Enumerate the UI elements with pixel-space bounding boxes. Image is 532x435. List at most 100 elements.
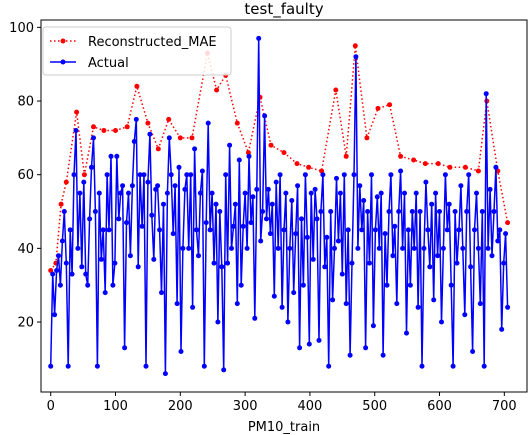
data-point-1-136 bbox=[312, 186, 318, 192]
data-point-1-199 bbox=[435, 253, 441, 259]
data-point-0-31 bbox=[375, 105, 381, 111]
data-point-1-0 bbox=[48, 363, 54, 369]
data-point-1-134 bbox=[308, 190, 314, 196]
data-point-1-72 bbox=[188, 172, 194, 178]
data-point-1-231 bbox=[497, 227, 503, 233]
data-point-1-209 bbox=[454, 260, 460, 266]
data-point-1-62 bbox=[168, 172, 174, 178]
series-0 bbox=[48, 43, 511, 273]
data-point-1-82 bbox=[207, 227, 213, 233]
data-point-1-229 bbox=[493, 164, 499, 170]
data-point-1-2 bbox=[52, 312, 58, 318]
data-point-1-188 bbox=[413, 190, 419, 196]
data-point-1-193 bbox=[423, 179, 429, 185]
data-point-1-148 bbox=[335, 238, 341, 244]
data-point-1-200 bbox=[437, 209, 442, 214]
data-point-0-42 bbox=[505, 220, 511, 226]
data-point-1-214 bbox=[464, 209, 470, 214]
data-point-1-15 bbox=[77, 190, 83, 196]
data-point-1-226 bbox=[487, 186, 493, 192]
chart-title: test_faulty bbox=[244, 0, 323, 19]
data-point-1-33 bbox=[112, 260, 118, 266]
data-point-0-30 bbox=[364, 135, 370, 141]
data-point-1-185 bbox=[407, 282, 413, 288]
data-point-1-170 bbox=[378, 190, 384, 196]
data-point-0-15 bbox=[189, 135, 195, 141]
data-point-0-6 bbox=[91, 124, 96, 130]
data-point-1-47 bbox=[139, 223, 145, 229]
data-point-1-121 bbox=[283, 190, 289, 196]
data-point-1-163 bbox=[365, 209, 371, 214]
data-point-1-20 bbox=[87, 216, 93, 222]
data-point-0-32 bbox=[387, 102, 393, 108]
data-point-1-142 bbox=[324, 234, 330, 240]
data-point-1-114 bbox=[269, 201, 275, 207]
data-point-1-192 bbox=[421, 245, 427, 251]
legend-marker-reconstructed bbox=[60, 38, 66, 44]
data-point-1-65 bbox=[174, 301, 180, 307]
data-point-1-99 bbox=[240, 223, 246, 229]
data-point-1-184 bbox=[405, 227, 411, 233]
data-point-1-50 bbox=[145, 179, 151, 185]
data-point-1-7 bbox=[61, 209, 67, 214]
data-point-1-105 bbox=[252, 315, 258, 321]
data-point-1-111 bbox=[264, 216, 269, 222]
data-point-1-133 bbox=[306, 341, 312, 347]
data-point-0-39 bbox=[475, 168, 481, 174]
data-point-1-85 bbox=[213, 201, 219, 207]
data-point-1-135 bbox=[310, 256, 316, 262]
data-point-1-53 bbox=[151, 256, 157, 262]
data-point-1-202 bbox=[440, 245, 446, 251]
data-point-1-143 bbox=[326, 363, 332, 369]
data-point-1-177 bbox=[392, 223, 398, 229]
data-point-1-139 bbox=[318, 209, 324, 214]
data-point-1-38 bbox=[122, 345, 128, 351]
data-point-1-88 bbox=[219, 264, 225, 270]
data-point-1-151 bbox=[341, 172, 347, 178]
data-point-0-3 bbox=[63, 179, 69, 185]
data-point-1-180 bbox=[398, 168, 404, 174]
data-point-1-54 bbox=[153, 186, 159, 192]
legend-box bbox=[42, 26, 232, 76]
plot-frame bbox=[40, 19, 528, 393]
data-point-1-95 bbox=[232, 201, 238, 207]
data-point-0-2 bbox=[58, 201, 64, 207]
data-point-1-44 bbox=[133, 116, 139, 122]
data-point-1-71 bbox=[186, 245, 192, 251]
data-point-0-22 bbox=[268, 142, 274, 148]
data-point-1-122 bbox=[285, 319, 291, 325]
data-point-1-198 bbox=[433, 190, 439, 196]
data-point-1-43 bbox=[131, 139, 137, 144]
data-point-1-4 bbox=[56, 253, 61, 259]
data-point-1-34 bbox=[114, 153, 120, 159]
data-point-1-230 bbox=[495, 238, 501, 244]
data-point-1-219 bbox=[474, 190, 479, 196]
data-point-1-23 bbox=[92, 209, 98, 214]
data-point-1-103 bbox=[248, 220, 254, 226]
x-axis: 0 100 200 300 400 500 600 700 bbox=[47, 392, 517, 414]
data-point-1-102 bbox=[246, 153, 252, 159]
data-point-1-35 bbox=[116, 216, 122, 222]
x-tick-label: 400 bbox=[298, 399, 323, 414]
data-point-1-115 bbox=[271, 293, 277, 299]
data-point-1-124 bbox=[289, 198, 295, 203]
data-point-1-175 bbox=[388, 172, 394, 178]
data-point-1-40 bbox=[126, 190, 131, 196]
data-point-1-21 bbox=[89, 164, 94, 170]
data-point-1-68 bbox=[180, 245, 186, 251]
data-point-1-129 bbox=[299, 216, 304, 222]
data-point-1-45 bbox=[135, 264, 141, 270]
data-point-1-191 bbox=[419, 363, 425, 369]
data-point-1-171 bbox=[380, 352, 386, 358]
data-point-1-60 bbox=[164, 190, 170, 196]
data-point-0-7 bbox=[101, 128, 107, 133]
x-tick-label: 500 bbox=[362, 399, 387, 414]
data-point-1-49 bbox=[143, 363, 149, 369]
y-axis: 20 40 60 80 100 bbox=[9, 21, 41, 331]
series-layer bbox=[48, 35, 511, 377]
data-point-1-108 bbox=[258, 238, 264, 244]
data-point-1-90 bbox=[223, 172, 229, 178]
data-point-1-8 bbox=[63, 260, 69, 266]
data-point-1-14 bbox=[75, 245, 81, 251]
